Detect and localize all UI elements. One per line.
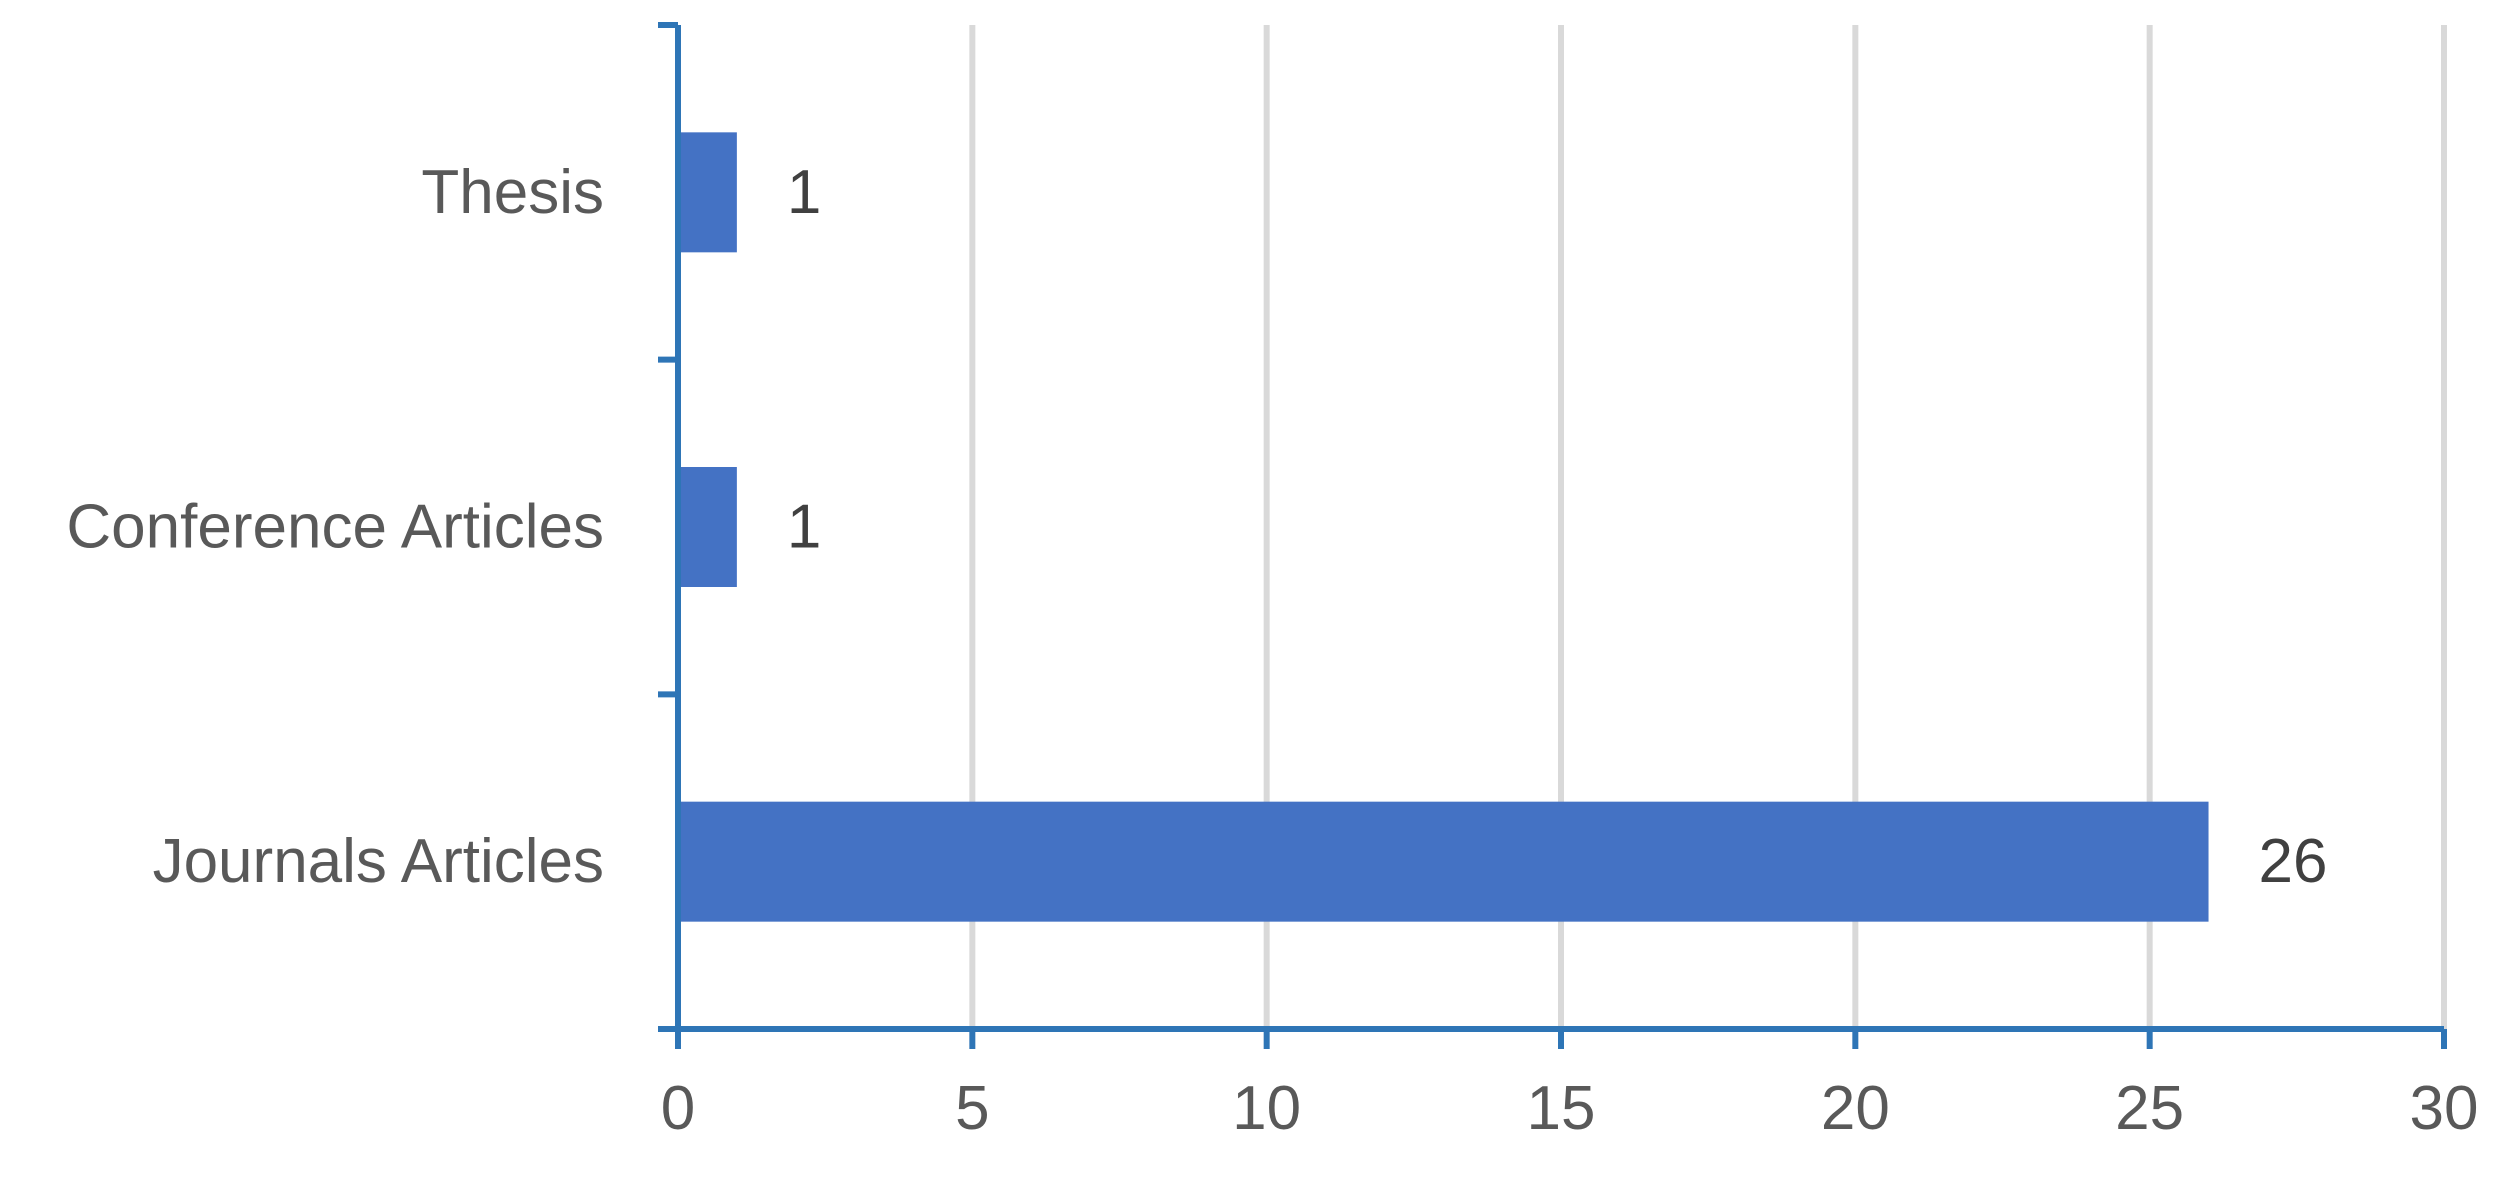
bar-thesis (678, 132, 737, 253)
labels: 1 Thesis 1 Conference Articles 26 Journals Ar… (66, 158, 2478, 1143)
data-label-journals-articles: 26 (2259, 827, 2328, 896)
category-label-conference-articles: Conference Articles (66, 493, 604, 562)
category-label-thesis: Thesis (421, 158, 604, 227)
category-label-journals-articles: Journals Articles (153, 827, 604, 896)
bar-journals-articles (678, 801, 2209, 922)
x-tick-label-20: 20 (1821, 1074, 1890, 1143)
x-tick-label-0: 0 (661, 1074, 695, 1143)
x-tick-label-30: 30 (2410, 1074, 2479, 1143)
x-tick-label-15: 15 (1527, 1074, 1596, 1143)
x-tick-label-5: 5 (955, 1074, 989, 1143)
x-tick-label-10: 10 (1232, 1074, 1301, 1143)
data-label-conference-articles: 1 (787, 493, 821, 562)
axes (658, 22, 2447, 1049)
bar-conference-articles (678, 467, 737, 587)
data-label-thesis: 1 (787, 158, 821, 227)
x-tick-label-25: 25 (2115, 1074, 2184, 1143)
bars (678, 132, 2209, 922)
